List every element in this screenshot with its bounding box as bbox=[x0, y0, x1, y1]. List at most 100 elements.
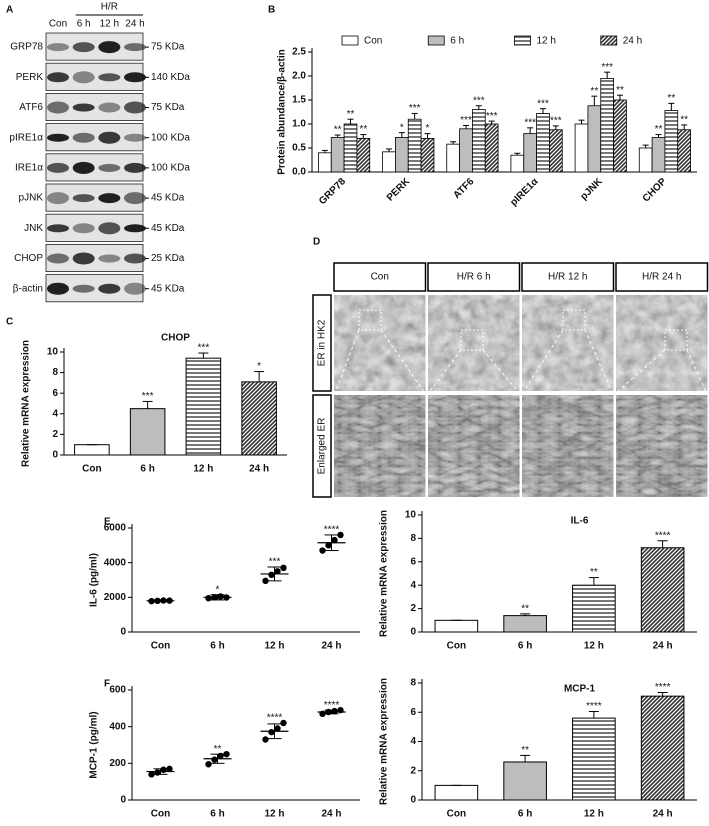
em-row-label: Enlarged ER bbox=[317, 418, 328, 475]
blot-size: 75 KDa bbox=[151, 102, 185, 113]
bar bbox=[434, 619, 479, 633]
significance: *** bbox=[601, 62, 613, 73]
blot-band bbox=[98, 73, 121, 82]
x-tick-label: 12 h bbox=[584, 641, 604, 652]
blot-band bbox=[124, 253, 146, 264]
lane-label: 24 h bbox=[125, 19, 144, 30]
y-tick-label: 2.5 bbox=[292, 47, 306, 58]
legend-swatch bbox=[600, 35, 618, 46]
data-point bbox=[148, 771, 155, 778]
panel-label: D bbox=[313, 237, 320, 248]
y-axis-label: Relative mRNA expression bbox=[21, 340, 32, 467]
significance: *** bbox=[198, 343, 210, 354]
y-tick-label: 8 bbox=[52, 367, 58, 378]
blot-band bbox=[72, 284, 95, 293]
data-point bbox=[262, 577, 269, 585]
blot-band bbox=[72, 161, 95, 174]
blot-band bbox=[124, 133, 146, 142]
panel-label: A bbox=[6, 5, 13, 16]
significance: ** bbox=[667, 93, 675, 104]
bar bbox=[572, 717, 616, 801]
significance: ** bbox=[521, 604, 529, 615]
significance: ** bbox=[655, 124, 663, 135]
significance: *** bbox=[142, 391, 154, 402]
blot-band bbox=[47, 224, 69, 233]
em-zoom-line bbox=[523, 329, 612, 392]
significance: ** bbox=[590, 86, 598, 97]
data-point bbox=[280, 564, 287, 572]
bar bbox=[638, 147, 653, 173]
em-image bbox=[334, 395, 426, 497]
y-tick-label: 6 bbox=[410, 707, 416, 718]
blot-band bbox=[47, 192, 69, 205]
em-image bbox=[334, 295, 426, 391]
em-zoom-box bbox=[664, 329, 688, 351]
y-axis-label: IL-6 (pg/ml) bbox=[89, 553, 100, 607]
blot-row-label: β-actin bbox=[13, 283, 43, 294]
bar bbox=[640, 547, 685, 633]
data-point bbox=[331, 536, 338, 544]
data-point bbox=[268, 728, 275, 736]
blot-row-label: IRE1α bbox=[15, 163, 43, 174]
bar bbox=[74, 444, 110, 456]
significance: ** bbox=[590, 567, 598, 578]
data-point bbox=[166, 765, 173, 773]
chart-title: IL-6 bbox=[571, 516, 589, 527]
blot-size: 100 KDa bbox=[151, 132, 190, 143]
data-point bbox=[160, 766, 167, 773]
blot-size: 75 KDa bbox=[151, 42, 185, 53]
bar bbox=[574, 123, 589, 173]
em-row-label: ER in HK2 bbox=[317, 319, 328, 366]
x-tick-label: 6 h bbox=[140, 464, 154, 475]
y-tick-label: 10 bbox=[405, 510, 417, 521]
blot-band bbox=[47, 253, 69, 264]
em-zoom-line bbox=[429, 349, 518, 392]
em-image bbox=[616, 395, 708, 497]
significance: ** bbox=[680, 115, 688, 126]
significance: *** bbox=[486, 111, 498, 122]
x-tick-label: 6 h bbox=[210, 641, 224, 652]
legend-swatch bbox=[341, 35, 359, 46]
significance: ** bbox=[347, 109, 355, 120]
bar bbox=[484, 123, 499, 173]
significance: **** bbox=[324, 700, 340, 711]
blot-band bbox=[124, 192, 146, 205]
significance: * bbox=[426, 123, 430, 134]
significance: ** bbox=[214, 744, 222, 755]
legend-label: Con bbox=[364, 36, 382, 47]
blot-row-label: ATF6 bbox=[19, 102, 43, 113]
y-tick-label: 0.0 bbox=[292, 167, 306, 178]
blot-band bbox=[98, 254, 121, 263]
data-point bbox=[211, 594, 218, 601]
blot-band bbox=[47, 162, 69, 173]
significance: **** bbox=[324, 525, 340, 536]
data-point bbox=[223, 750, 230, 758]
significance: ** bbox=[521, 745, 529, 756]
em-header-box bbox=[427, 262, 521, 292]
y-tick-label: 4 bbox=[52, 408, 58, 419]
blot-band bbox=[47, 282, 69, 295]
x-tick-label: 6 h bbox=[518, 641, 532, 652]
x-tick-label: 24 h bbox=[653, 809, 673, 820]
bar bbox=[434, 784, 479, 801]
blot-band bbox=[72, 71, 95, 84]
em-image bbox=[428, 395, 520, 497]
data-point bbox=[205, 761, 212, 768]
em-row-box bbox=[312, 294, 332, 392]
significance: *** bbox=[537, 98, 549, 109]
bar bbox=[185, 357, 222, 456]
y-tick-label: 8 bbox=[410, 678, 416, 689]
significance: *** bbox=[550, 116, 562, 127]
panel-label: C bbox=[6, 317, 13, 328]
x-tick-label: Con bbox=[151, 641, 170, 652]
blot-band bbox=[124, 282, 146, 295]
legend-label: 6 h bbox=[450, 36, 464, 47]
data-point bbox=[211, 756, 218, 763]
bar bbox=[356, 137, 371, 173]
em-zoom-line bbox=[617, 349, 706, 392]
x-tick-label: 24 h bbox=[653, 641, 673, 652]
lane-label: 12 h bbox=[100, 19, 119, 30]
em-zoom-box bbox=[460, 329, 484, 351]
bar bbox=[549, 129, 563, 173]
